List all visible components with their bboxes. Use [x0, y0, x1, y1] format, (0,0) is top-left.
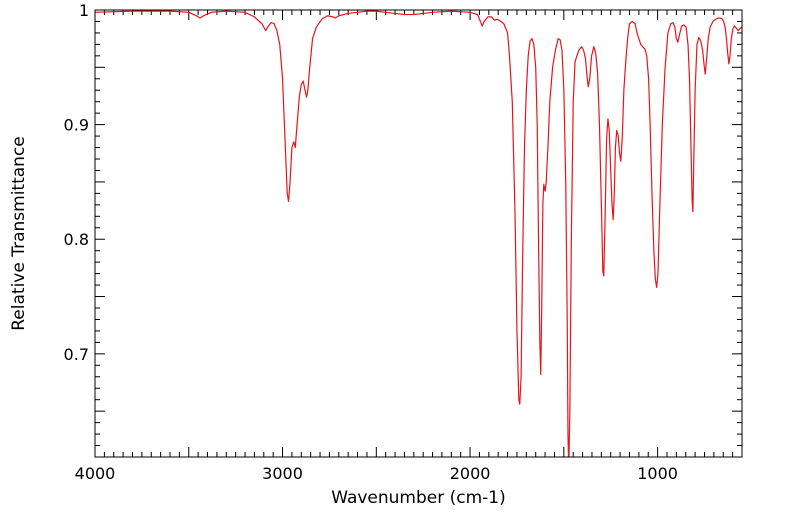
y-axis-title: Relative Transmittance — [9, 136, 29, 331]
x-axis-title: Wavenumber (cm-1) — [331, 488, 506, 508]
plot-frame — [94, 9, 743, 458]
tick-labels: 4000 3000 2000 1000 1 0.9 0.8 0.7 — [64, 1, 678, 483]
x-tick-label: 2000 — [450, 464, 491, 483]
x-tick-label: 3000 — [262, 464, 303, 483]
y-tick-label: 0.8 — [64, 230, 89, 249]
axis-ticks — [94, 9, 743, 458]
spectrum-series-line — [95, 10, 742, 457]
y-tick-label: 0.9 — [64, 116, 89, 135]
x-tick-label: 1000 — [637, 464, 678, 483]
y-tick-label: 0.7 — [64, 345, 89, 364]
y-tick-label: 1 — [79, 1, 89, 20]
series-layer — [95, 10, 742, 457]
x-tick-label: 4000 — [75, 464, 116, 483]
